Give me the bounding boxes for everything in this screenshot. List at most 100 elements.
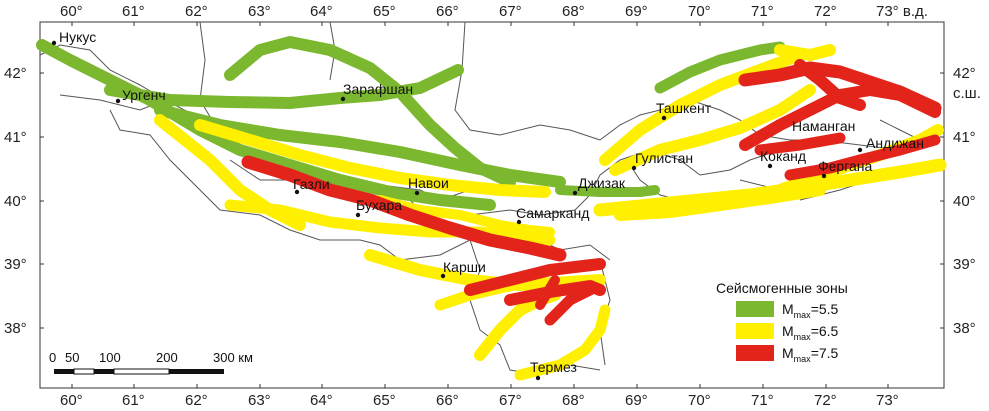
city-dot bbox=[661, 115, 667, 121]
legend-m: M bbox=[782, 301, 794, 317]
scale-label: 100 bbox=[99, 350, 121, 365]
scale-segment bbox=[73, 368, 95, 375]
city-dot bbox=[516, 219, 522, 225]
lon-ticks-bottom: 60° 61° 62° 63° 64° 65° 66° 67° 68° 69° … bbox=[60, 392, 899, 409]
lon-tick-top: 66° bbox=[436, 3, 459, 20]
legend-label: Mmax=5.5 bbox=[782, 301, 839, 320]
lon-tick-top: 67° bbox=[499, 3, 522, 20]
scale-label: 0 bbox=[49, 350, 56, 365]
city-label: Самарканд bbox=[516, 205, 589, 221]
legend-m: M bbox=[782, 345, 794, 361]
legend: Сейсмогенные зоны Mmax=5.5 Mmax=6.5 Mmax… bbox=[716, 280, 848, 364]
lat-tick-right: 42° bbox=[953, 65, 976, 82]
legend-sub: max bbox=[794, 332, 812, 342]
lon-tick-top: 60° bbox=[60, 3, 83, 20]
lon-tick-bottom: 73° bbox=[876, 392, 899, 409]
city-dot bbox=[631, 165, 637, 171]
lon-tick-top: 61° bbox=[122, 3, 145, 20]
lon-tick-top: 70° bbox=[688, 3, 711, 20]
scale-label: 300 км bbox=[213, 350, 253, 365]
lat-tick-right: 41° bbox=[953, 129, 976, 146]
lat-ticks-right: 42° с.ш. 41° 40° 39° 38° bbox=[953, 65, 981, 337]
city-label: Навои bbox=[408, 175, 449, 191]
city-label: Фергана bbox=[818, 158, 873, 174]
city-label: Термез bbox=[530, 359, 577, 375]
lon-tick-top: 68° bbox=[562, 3, 585, 20]
city-dot bbox=[767, 163, 773, 169]
scale-label: 50 bbox=[65, 350, 79, 365]
scale-segment bbox=[113, 368, 170, 375]
lon-tick-top: 73° в.д. bbox=[876, 3, 928, 20]
lon-tick-bottom: 71° bbox=[751, 392, 774, 409]
lon-tick-bottom: 72° bbox=[814, 392, 837, 409]
legend-sub: max bbox=[794, 354, 812, 364]
legend-label: Mmax=6.5 bbox=[782, 323, 839, 342]
city-dot bbox=[572, 190, 578, 196]
lat-tick-right: с.ш. bbox=[953, 85, 981, 102]
city-dot bbox=[51, 40, 57, 46]
scale-segment bbox=[169, 369, 224, 374]
lat-tick-left: 40° bbox=[4, 193, 27, 210]
lon-tick-bottom: 60° bbox=[60, 392, 83, 409]
city-dot bbox=[355, 212, 361, 218]
cities: Нукус Ургенч Зарафшан Ташкент Наманган А… bbox=[51, 29, 924, 381]
city-label: Ташкент bbox=[656, 100, 712, 116]
legend-title: Сейсмогенные зоны bbox=[716, 280, 848, 296]
lon-tick-top: 63° bbox=[248, 3, 271, 20]
city-dot bbox=[821, 173, 827, 179]
city-label: Нукус bbox=[59, 29, 96, 45]
lon-tick-bottom: 67° bbox=[499, 392, 522, 409]
lon-tick-bottom: 62° bbox=[185, 392, 208, 409]
city-label: Газли bbox=[293, 176, 330, 192]
legend-m: M bbox=[782, 323, 794, 339]
lat-tick-left: 38° bbox=[4, 320, 27, 337]
scale-segment bbox=[94, 369, 114, 374]
city-label: Андижан bbox=[866, 135, 924, 151]
legend-value: =6.5 bbox=[811, 323, 839, 339]
lat-ticks-left: 42° 41° 40° 39° 38° bbox=[4, 65, 27, 337]
city-dot bbox=[115, 98, 121, 104]
legend-swatch-green bbox=[736, 301, 774, 317]
lon-tick-bottom: 63° bbox=[248, 392, 271, 409]
scale-bar: 0 50 100 200 300 км bbox=[49, 350, 253, 375]
lon-tick-top: 71° bbox=[751, 3, 774, 20]
city-dot bbox=[857, 147, 863, 153]
city-dot bbox=[294, 189, 300, 195]
city-dot bbox=[440, 273, 446, 279]
city-label: Гулистан bbox=[635, 150, 693, 166]
lon-tick-top: 65° bbox=[373, 3, 396, 20]
legend-label: Mmax=7.5 bbox=[782, 345, 839, 364]
city-label: Карши bbox=[443, 259, 486, 275]
city-label: Наманган bbox=[792, 118, 855, 134]
lon-tick-top: 69° bbox=[625, 3, 648, 20]
lat-tick-left: 39° bbox=[4, 256, 27, 273]
legend-value: =5.5 bbox=[811, 301, 839, 317]
scale-label: 200 bbox=[156, 350, 178, 365]
city-dot bbox=[414, 190, 420, 196]
lon-tick-top: 72° bbox=[814, 3, 837, 20]
legend-swatch-yellow bbox=[736, 323, 774, 339]
lon-tick-bottom: 64° bbox=[310, 392, 333, 409]
lat-tick-right: 38° bbox=[953, 320, 976, 337]
city-dot bbox=[535, 375, 541, 381]
zones-mmax-7-5 bbox=[241, 59, 942, 326]
city-label: Бухара bbox=[356, 197, 402, 213]
lon-ticks-top: 60° 61° 62° 63° 64° 65° 66° 67° 68° 69° … bbox=[60, 3, 928, 20]
lat-tick-left: 42° bbox=[4, 65, 27, 82]
scale-segment bbox=[54, 369, 74, 374]
lon-tick-top: 64° bbox=[310, 3, 333, 20]
lon-tick-bottom: 70° bbox=[688, 392, 711, 409]
zones-mmax-5-5 bbox=[36, 36, 786, 211]
lon-tick-bottom: 68° bbox=[562, 392, 585, 409]
lon-tick-bottom: 69° bbox=[625, 392, 648, 409]
lat-tick-right: 39° bbox=[953, 256, 976, 273]
frame-ticks bbox=[40, 22, 944, 388]
city-label: Коканд bbox=[760, 148, 806, 164]
zones-mmax-6-5 bbox=[154, 44, 947, 381]
lon-tick-bottom: 65° bbox=[373, 392, 396, 409]
lat-tick-left: 41° bbox=[4, 129, 27, 146]
lon-tick-bottom: 61° bbox=[122, 392, 145, 409]
city-dot bbox=[340, 96, 346, 102]
legend-value: =7.5 bbox=[811, 345, 839, 361]
